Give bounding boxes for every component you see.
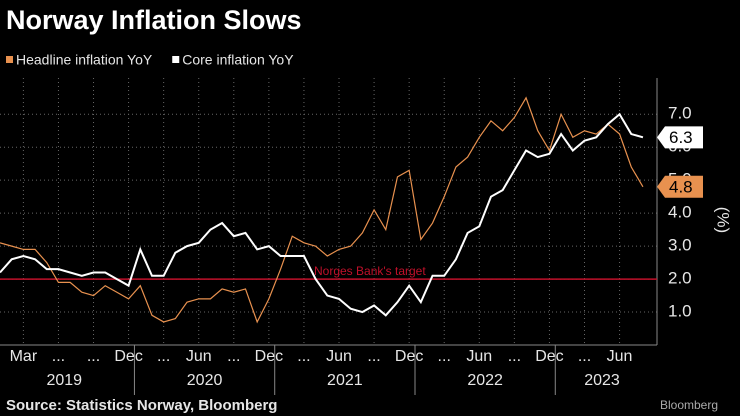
series-line bbox=[0, 96, 644, 324]
x-tick-label: ... bbox=[438, 348, 451, 365]
year-label: 2021 bbox=[327, 372, 363, 389]
y-tick-label: 1.0 bbox=[668, 302, 692, 321]
x-tick-label: ... bbox=[227, 348, 240, 365]
legend-label: Core inflation YoY bbox=[182, 52, 294, 68]
brand: Bloomberg bbox=[660, 398, 718, 412]
x-tick-label: Dec bbox=[114, 348, 142, 365]
x-tick-label: Jun bbox=[466, 348, 492, 365]
year-label: 2019 bbox=[46, 372, 82, 389]
legend-swatch bbox=[6, 56, 13, 63]
end-label: 4.8 bbox=[669, 177, 693, 196]
x-tick-label: ... bbox=[87, 348, 100, 365]
x-tick-label: Jun bbox=[186, 348, 212, 365]
source-note: Source: Statistics Norway, Bloomberg bbox=[6, 397, 277, 414]
x-tick-label: ... bbox=[157, 348, 170, 365]
year-label: 2022 bbox=[467, 372, 503, 389]
x-tick-label: Jun bbox=[607, 348, 633, 365]
x-tick-label: Jun bbox=[326, 348, 352, 365]
end-label-box bbox=[657, 175, 703, 198]
x-tick-label: Dec bbox=[395, 348, 423, 365]
y-tick-label: 7.0 bbox=[668, 104, 692, 123]
end-label-box bbox=[657, 126, 703, 149]
x-tick-label: Dec bbox=[535, 348, 563, 365]
year-label: 2023 bbox=[584, 372, 620, 389]
chart-title: Norway Inflation Slows bbox=[6, 5, 302, 35]
x-tick-label: ... bbox=[297, 348, 310, 365]
y-tick-label: 3.0 bbox=[668, 236, 692, 255]
x-tick-label: ... bbox=[52, 348, 65, 365]
x-tick-label: ... bbox=[367, 348, 380, 365]
y-tick-label: 4.0 bbox=[668, 203, 692, 222]
year-label: 2020 bbox=[187, 372, 223, 389]
x-tick-label: ... bbox=[508, 348, 521, 365]
x-tick-label: ... bbox=[578, 348, 591, 365]
target-label: Norges Bank's target bbox=[314, 264, 426, 278]
x-tick-label: Dec bbox=[255, 348, 283, 365]
series-line bbox=[0, 112, 644, 317]
legend-label: Headline inflation YoY bbox=[16, 52, 153, 68]
y-tick-label: 2.0 bbox=[668, 269, 692, 288]
end-label: 6.3 bbox=[669, 128, 693, 147]
y-axis-label: (%) bbox=[714, 207, 733, 233]
legend-swatch bbox=[172, 56, 180, 63]
x-tick-label: Mar bbox=[10, 348, 38, 365]
